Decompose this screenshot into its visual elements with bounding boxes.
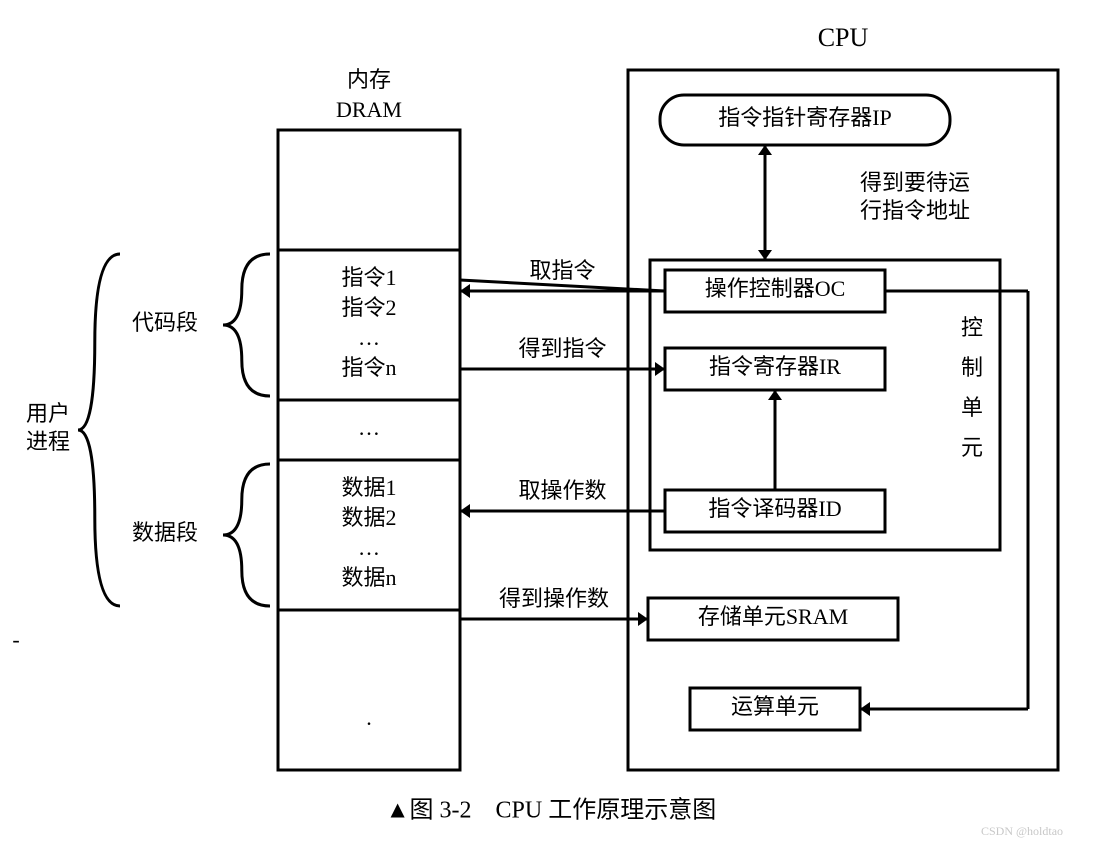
dram-cell: … [358,415,380,440]
watermark: CSDN @holdtao [981,824,1063,838]
ir-label: 指令寄存器IR [709,354,841,379]
label-user-process: 进程 [26,429,70,454]
alu-label: 运算单元 [731,694,819,719]
sram-label: 存储单元SRAM [698,604,848,629]
cpu-title: CPU [818,23,869,52]
dram-outer [278,130,460,770]
dram-cell: 数据1 [341,475,396,500]
arrow-label: 得到操作数 [499,586,609,611]
dram-cell: 数据n [341,565,396,590]
label-data-seg: 数据段 [132,520,198,545]
id-label: 指令译码器ID [708,496,841,521]
label-code-seg: 代码段 [132,310,198,335]
dram-cell: … [358,325,380,350]
dram-title-1: 内存 [347,67,391,92]
artifact: - [12,627,19,652]
control-unit-label: 制 [961,355,983,380]
dram-cell: 数据2 [341,505,396,530]
label-user-process: 用户 [26,401,70,426]
dram-cell: … [358,535,380,560]
ip-arrow-label: 行指令地址 [860,198,970,223]
ip-arrow-label: 得到要待运 [860,170,970,195]
arrow-label: 取操作数 [518,478,606,503]
dram-cell: 指令2 [341,295,396,320]
oc-label: 操作控制器OC [705,276,846,301]
figure-caption: ▲图 3-2 CPU 工作原理示意图 [386,797,716,824]
dram-dot: . [366,705,372,730]
control-unit-label: 元 [961,435,983,460]
dram-title-2: DRAM [336,97,402,122]
control-unit-label: 控 [961,315,983,340]
dram-cell: 指令n [341,355,396,380]
arrow-label: 取指令 [529,258,595,283]
dram-cell: 指令1 [341,265,396,290]
control-unit-label: 单 [961,395,983,420]
arrow-label: 得到指令 [518,336,606,361]
ip-label: 指令指针寄存器IP [718,105,892,130]
